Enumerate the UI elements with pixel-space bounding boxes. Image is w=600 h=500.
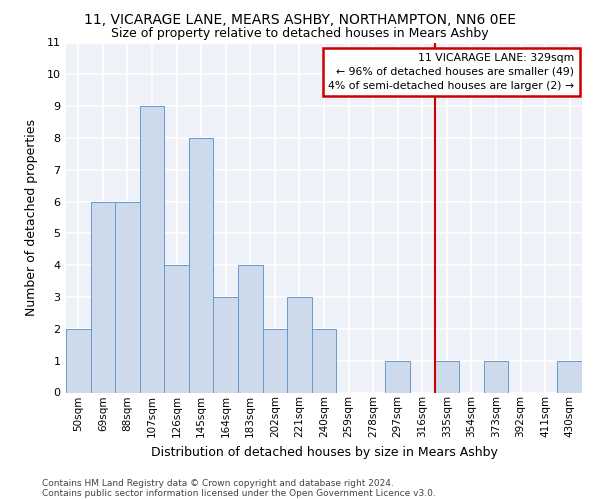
- Bar: [238, 265, 263, 392]
- Bar: [91, 202, 115, 392]
- Text: Contains public sector information licensed under the Open Government Licence v3: Contains public sector information licen…: [42, 488, 436, 498]
- Bar: [385, 360, 410, 392]
- Y-axis label: Number of detached properties: Number of detached properties: [25, 119, 38, 316]
- Text: 11, VICARAGE LANE, MEARS ASHBY, NORTHAMPTON, NN6 0EE: 11, VICARAGE LANE, MEARS ASHBY, NORTHAMP…: [84, 12, 516, 26]
- Bar: [66, 329, 91, 392]
- Bar: [189, 138, 214, 392]
- Bar: [287, 297, 312, 392]
- Bar: [263, 329, 287, 392]
- Bar: [557, 360, 582, 392]
- Bar: [484, 360, 508, 392]
- Text: Size of property relative to detached houses in Mears Ashby: Size of property relative to detached ho…: [111, 28, 489, 40]
- Bar: [140, 106, 164, 393]
- Bar: [434, 360, 459, 392]
- Bar: [115, 202, 140, 392]
- Bar: [312, 329, 336, 392]
- Text: 11 VICARAGE LANE: 329sqm
← 96% of detached houses are smaller (49)
4% of semi-de: 11 VICARAGE LANE: 329sqm ← 96% of detach…: [328, 53, 574, 91]
- Bar: [214, 297, 238, 392]
- Bar: [164, 265, 189, 392]
- Text: Contains HM Land Registry data © Crown copyright and database right 2024.: Contains HM Land Registry data © Crown c…: [42, 478, 394, 488]
- X-axis label: Distribution of detached houses by size in Mears Ashby: Distribution of detached houses by size …: [151, 446, 497, 458]
